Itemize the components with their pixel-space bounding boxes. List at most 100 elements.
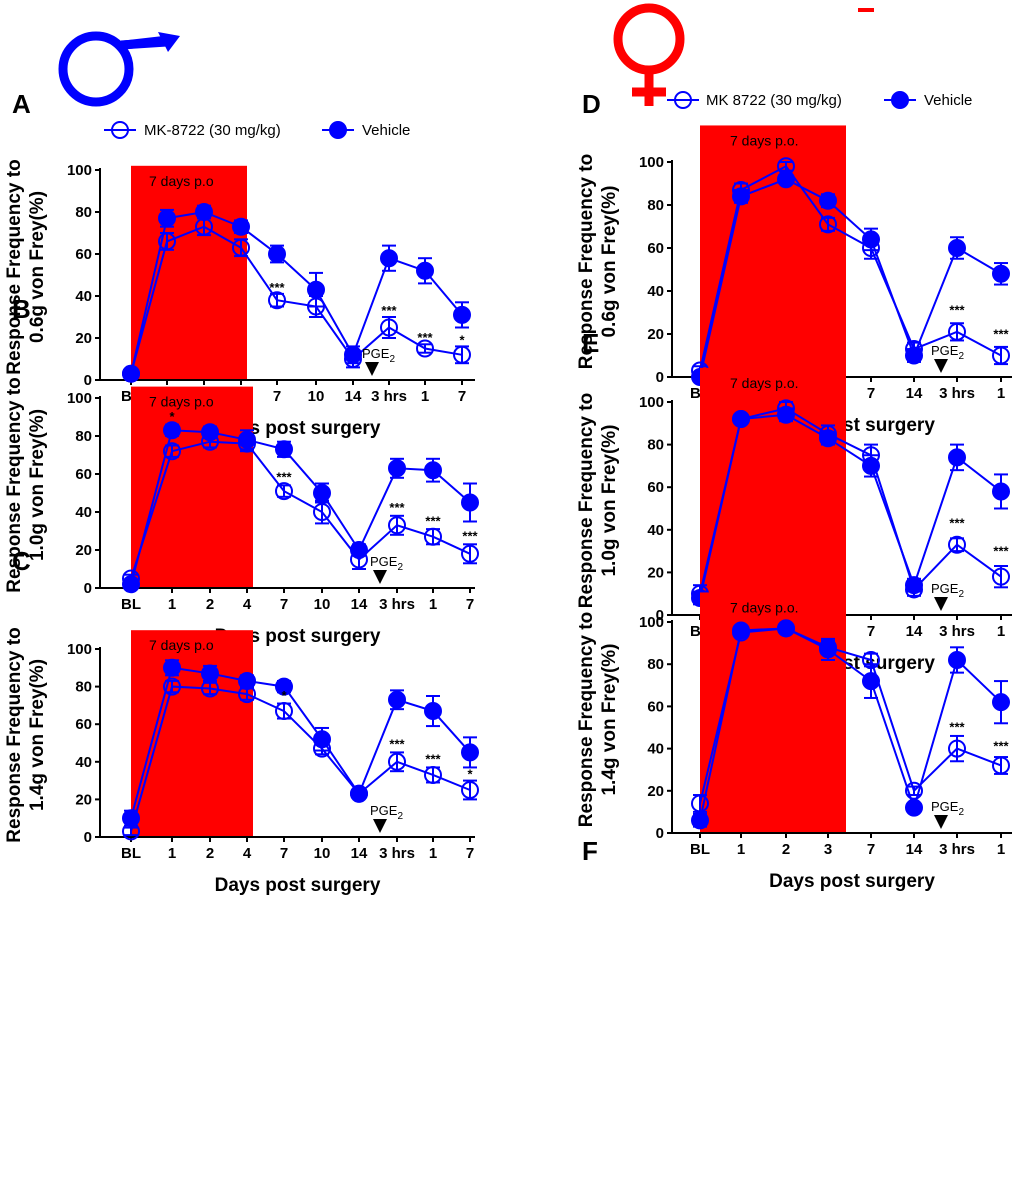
y-tick-label: 20 xyxy=(647,564,664,581)
significance-label: * xyxy=(459,332,465,347)
y-tick-label: 60 xyxy=(647,698,664,715)
data-point xyxy=(862,672,880,691)
panel-letter: C xyxy=(12,546,31,576)
x-tick-label: 1 xyxy=(168,596,176,613)
x-tick-label: 1 xyxy=(421,388,429,405)
pge-label: PGE2 xyxy=(931,343,964,362)
x-tick-label: 7 xyxy=(466,596,474,613)
y-axis-label-line2: 1.4g von Frey(%) xyxy=(599,643,620,795)
significance-label: *** xyxy=(417,330,433,345)
shaded-region xyxy=(131,386,253,588)
data-point xyxy=(948,739,966,758)
y-axis-label-line2: 0.6g von Frey(%) xyxy=(599,185,620,337)
x-tick-label: 3 xyxy=(824,841,832,858)
data-point xyxy=(122,364,140,383)
x-tick-label: 1 xyxy=(997,841,1005,858)
series-line xyxy=(130,685,471,832)
y-tick-label: 80 xyxy=(75,204,92,221)
legend-series-b: Vehicle xyxy=(362,122,410,139)
x-tick-label: 14 xyxy=(351,596,368,613)
male-symbol-icon xyxy=(58,31,180,107)
shaded-region-label: 7 days p.o xyxy=(149,637,214,653)
data-point xyxy=(350,784,368,803)
data-point xyxy=(195,203,213,221)
pge-label: PGE2 xyxy=(362,346,395,365)
data-point xyxy=(461,493,479,512)
y-tick-label: 80 xyxy=(647,197,664,214)
data-point xyxy=(163,658,181,677)
data-point xyxy=(862,230,880,249)
y-axis-label-line1: Response Frequency to xyxy=(4,159,25,374)
data-point xyxy=(275,702,293,721)
series-line xyxy=(130,210,463,374)
data-point xyxy=(948,239,966,257)
pge-arrow-icon xyxy=(373,819,387,833)
data-point xyxy=(905,346,923,365)
pge-subscript: 2 xyxy=(958,807,964,818)
pge-arrow-icon xyxy=(934,597,948,611)
data-point xyxy=(732,187,750,206)
y-tick-label: 0 xyxy=(84,829,92,846)
x-tick-label: 1 xyxy=(997,623,1005,640)
x-tick-label: 7 xyxy=(867,841,875,858)
pge-label: PGE2 xyxy=(931,581,964,600)
pge-arrow-icon xyxy=(934,815,948,829)
x-tick-label: 14 xyxy=(345,388,362,405)
pge-arrow-icon xyxy=(934,359,948,373)
data-point xyxy=(380,249,398,268)
data-point xyxy=(424,702,442,721)
shaded-region xyxy=(700,592,846,833)
series-vehicle xyxy=(122,421,479,594)
y-axis-label-line2: 1.4g von Frey(%) xyxy=(27,659,48,811)
x-tick-label: 3 hrs xyxy=(371,388,407,405)
x-tick-label: 14 xyxy=(906,623,923,640)
data-point xyxy=(732,621,750,640)
y-tick-label: 0 xyxy=(656,825,664,842)
series-vehicle xyxy=(122,203,471,383)
data-point xyxy=(862,456,880,475)
x-axis-label: Days post surgery xyxy=(769,871,935,892)
series-vehicle xyxy=(691,619,1010,830)
data-point xyxy=(122,809,140,828)
data-point xyxy=(122,575,140,594)
y-tick-label: 20 xyxy=(647,783,664,800)
x-axis-label: Days post surgery xyxy=(215,418,381,439)
y-tick-label: 0 xyxy=(656,369,664,386)
data-point xyxy=(313,503,331,521)
series-line xyxy=(130,429,471,585)
y-tick-label: 0 xyxy=(656,607,664,624)
significance-label: *** xyxy=(993,326,1009,341)
shaded-region xyxy=(131,630,253,837)
data-point xyxy=(238,430,256,449)
panel-letter: D xyxy=(582,89,601,119)
series-line xyxy=(130,666,471,819)
significance-label: * xyxy=(281,688,287,703)
data-point xyxy=(388,459,406,478)
data-point xyxy=(313,730,331,749)
pge-label: PGE2 xyxy=(370,803,403,822)
x-tick-label: BL xyxy=(121,845,141,862)
data-point xyxy=(163,442,181,461)
y-tick-label: 80 xyxy=(647,437,664,454)
x-tick-label: 10 xyxy=(314,845,331,862)
y-tick-label: 80 xyxy=(75,679,92,696)
significance-label: *** xyxy=(949,303,965,318)
data-point xyxy=(905,798,923,817)
legend-series-a: MK 8722 (30 mg/kg) xyxy=(706,92,842,109)
x-tick-label: BL xyxy=(121,596,141,613)
x-axis-label: Days post surgery xyxy=(215,875,381,896)
data-point xyxy=(380,318,398,337)
y-tick-label: 100 xyxy=(639,154,664,171)
x-tick-label: 7 xyxy=(280,845,288,862)
female-symbol-icon xyxy=(613,3,874,106)
y-tick-label: 0 xyxy=(84,372,92,389)
data-point xyxy=(948,448,966,467)
data-point xyxy=(992,482,1010,501)
data-point xyxy=(275,677,293,696)
shaded-region xyxy=(131,165,247,380)
y-axis-label-line2: 1.0g von Frey(%) xyxy=(599,424,620,576)
